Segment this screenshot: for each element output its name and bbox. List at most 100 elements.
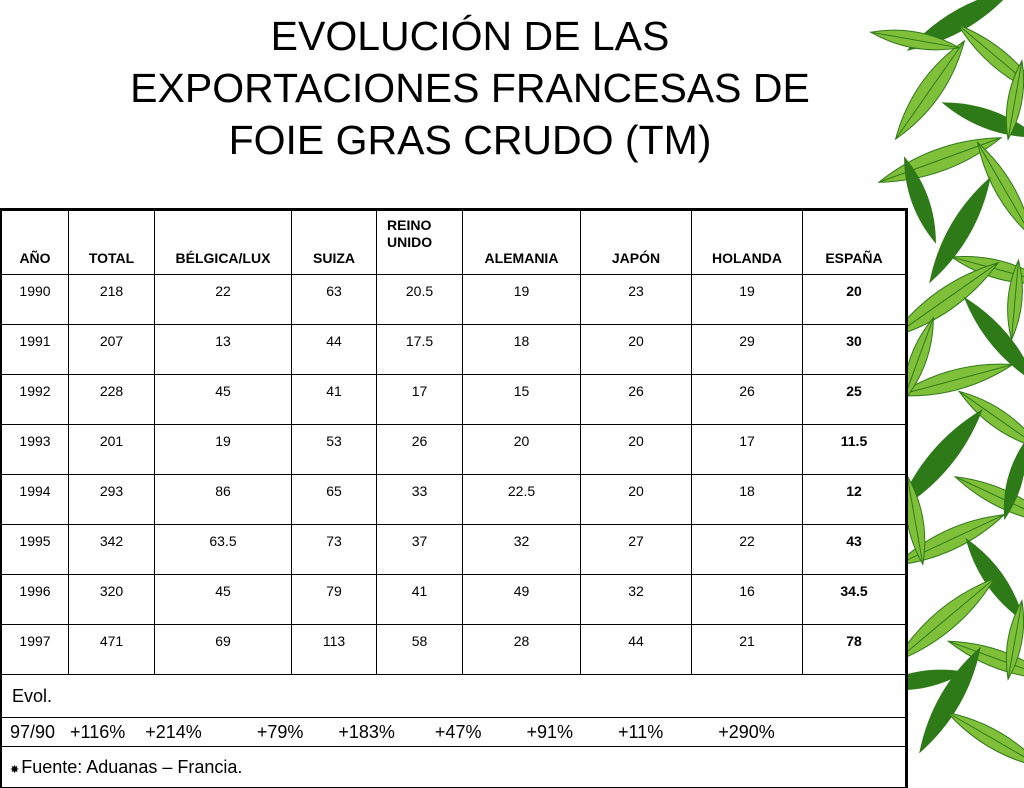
cell-alemania: 32 xyxy=(463,525,581,575)
cell-year: 1990 xyxy=(2,275,69,325)
cell-total: 471 xyxy=(69,625,155,675)
cell-belgica: 45 xyxy=(155,575,292,625)
header-espana: ESPAÑA xyxy=(803,211,906,275)
header-year: AÑO xyxy=(2,211,69,275)
exports-table: AÑO TOTAL BÉLGICA/LUX SUIZA REINO UNIDO … xyxy=(1,210,906,788)
cell-holanda: 29 xyxy=(692,325,803,375)
cell-reino-unido: 17.5 xyxy=(377,325,463,375)
cell-year: 1994 xyxy=(2,475,69,525)
cell-espana: 30 xyxy=(803,325,906,375)
cell-japon: 32 xyxy=(581,575,692,625)
cell-japon: 27 xyxy=(581,525,692,575)
cell-belgica: 19 xyxy=(155,425,292,475)
cell-reino-unido: 58 xyxy=(377,625,463,675)
cell-reino-unido: 26 xyxy=(377,425,463,475)
cell-year: 1996 xyxy=(2,575,69,625)
cell-japon: 44 xyxy=(581,625,692,675)
asterisk-icon: ✸ xyxy=(10,764,19,776)
cell-reino-unido: 20.5 xyxy=(377,275,463,325)
bamboo-leaf xyxy=(943,705,1024,768)
cell-total: 342 xyxy=(69,525,155,575)
bamboo-leaf-vein xyxy=(896,41,965,139)
cell-year: 1991 xyxy=(2,325,69,375)
cell-total: 228 xyxy=(69,375,155,425)
cell-year: 1997 xyxy=(2,625,69,675)
title-line-2: EXPORTACIONES FRANCESAS DE xyxy=(40,62,900,114)
cell-holanda: 18 xyxy=(692,475,803,525)
cell-alemania: 15 xyxy=(463,375,581,425)
source-text: Fuente: Aduanas – Francia. xyxy=(21,757,242,777)
bamboo-leaf-vein xyxy=(920,648,980,752)
header-belgica: BÉLGICA/LUX xyxy=(155,211,292,275)
cell-alemania: 19 xyxy=(463,275,581,325)
title-line-1: EVOLUCIÓN DE LAS xyxy=(40,10,900,62)
cell-belgica: 69 xyxy=(155,625,292,675)
source-cell: ✸Fuente: Aduanas – Francia. xyxy=(2,747,906,788)
cell-suiza: 113 xyxy=(292,625,377,675)
header-suiza: SUIZA xyxy=(292,211,377,275)
cell-belgica: 22 xyxy=(155,275,292,325)
evol-row: Evol. xyxy=(2,675,906,718)
cell-total: 218 xyxy=(69,275,155,325)
cell-suiza: 79 xyxy=(292,575,377,625)
evol-values: 97/90 +116% +214% +79% +183% +47% +91% +… xyxy=(2,718,906,747)
cell-total: 207 xyxy=(69,325,155,375)
cell-suiza: 41 xyxy=(292,375,377,425)
header-reino-line2: UNIDO xyxy=(387,234,462,251)
header-reino-line1: REINO xyxy=(387,217,462,234)
cell-espana: 78 xyxy=(803,625,906,675)
cell-alemania: 22.5 xyxy=(463,475,581,525)
cell-holanda: 21 xyxy=(692,625,803,675)
cell-alemania: 18 xyxy=(463,325,581,375)
cell-alemania: 20 xyxy=(463,425,581,475)
evol-values-row: 97/90 +116% +214% +79% +183% +47% +91% +… xyxy=(2,718,906,747)
header-reino-unido: REINO UNIDO xyxy=(377,211,463,275)
cell-suiza: 63 xyxy=(292,275,377,325)
header-total: TOTAL xyxy=(69,211,155,275)
cell-holanda: 19 xyxy=(692,275,803,325)
cell-holanda: 16 xyxy=(692,575,803,625)
cell-japon: 20 xyxy=(581,425,692,475)
cell-total: 320 xyxy=(69,575,155,625)
cell-total: 201 xyxy=(69,425,155,475)
title-line-3: FOIE GRAS CRUDO (TM) xyxy=(40,114,900,166)
cell-suiza: 65 xyxy=(292,475,377,525)
cell-reino-unido: 37 xyxy=(377,525,463,575)
cell-belgica: 63.5 xyxy=(155,525,292,575)
cell-japon: 23 xyxy=(581,275,692,325)
cell-reino-unido: 17 xyxy=(377,375,463,425)
cell-espana: 12 xyxy=(803,475,906,525)
cell-year: 1993 xyxy=(2,425,69,475)
cell-japon: 20 xyxy=(581,325,692,375)
header-alemania: ALEMANIA xyxy=(463,211,581,275)
cell-holanda: 22 xyxy=(692,525,803,575)
cell-alemania: 28 xyxy=(463,625,581,675)
cell-japon: 26 xyxy=(581,375,692,425)
evol-label: Evol. xyxy=(2,675,906,718)
cell-espana: 25 xyxy=(803,375,906,425)
cell-reino-unido: 33 xyxy=(377,475,463,525)
cell-belgica: 86 xyxy=(155,475,292,525)
cell-japon: 20 xyxy=(581,475,692,525)
slide-title: EVOLUCIÓN DE LAS EXPORTACIONES FRANCESAS… xyxy=(40,10,900,166)
cell-reino-unido: 41 xyxy=(377,575,463,625)
cell-suiza: 73 xyxy=(292,525,377,575)
cell-holanda: 17 xyxy=(692,425,803,475)
cell-espana: 43 xyxy=(803,525,906,575)
cell-belgica: 45 xyxy=(155,375,292,425)
cell-total: 293 xyxy=(69,475,155,525)
cell-suiza: 53 xyxy=(292,425,377,475)
header-holanda: HOLANDA xyxy=(692,211,803,275)
cell-holanda: 26 xyxy=(692,375,803,425)
cell-suiza: 44 xyxy=(292,325,377,375)
cell-belgica: 13 xyxy=(155,325,292,375)
table-header: AÑO TOTAL BÉLGICA/LUX SUIZA REINO UNIDO … xyxy=(2,211,906,275)
